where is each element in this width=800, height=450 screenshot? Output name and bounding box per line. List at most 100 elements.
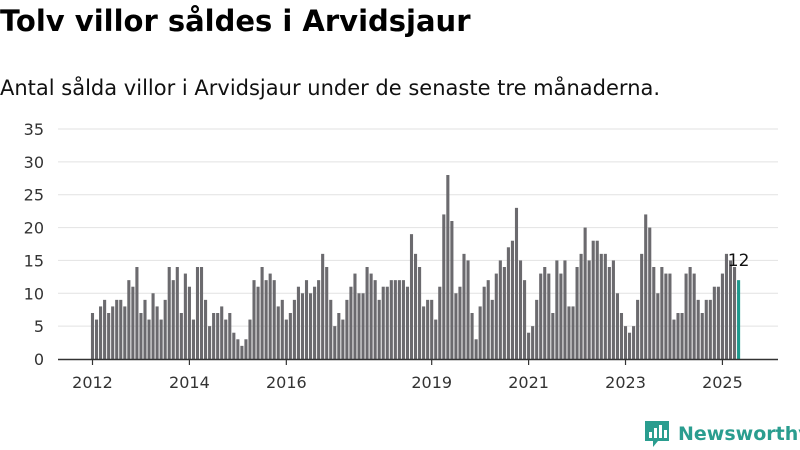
x-tick-label: 2019 [411, 373, 452, 392]
bar [195, 267, 200, 359]
bar [559, 273, 563, 359]
bar [478, 306, 482, 359]
bar [422, 306, 426, 359]
bar [397, 280, 401, 359]
bar [680, 313, 684, 359]
bar [159, 319, 163, 359]
x-tick-label: 2014 [169, 373, 210, 392]
bar [212, 313, 216, 359]
bar [248, 319, 252, 359]
bar [652, 267, 656, 359]
bar [224, 319, 228, 359]
bar [199, 267, 204, 359]
bar [672, 319, 676, 359]
bar [272, 280, 276, 359]
y-tick-label: 15 [24, 251, 44, 270]
bar [357, 293, 361, 359]
bar [111, 306, 115, 359]
bar [309, 293, 313, 359]
y-tick-label: 35 [24, 120, 44, 139]
bar [349, 286, 353, 359]
bar [567, 306, 571, 359]
bar [135, 267, 139, 359]
bar [155, 306, 159, 359]
bar [300, 293, 305, 359]
bar [284, 319, 288, 359]
bar [506, 247, 510, 359]
bar [228, 313, 232, 359]
bar [470, 313, 474, 359]
bar [151, 293, 155, 359]
bar [583, 227, 587, 359]
bar [385, 286, 389, 359]
bar [595, 240, 599, 359]
bar [377, 299, 381, 359]
y-tick-label: 10 [24, 284, 44, 303]
bar [555, 260, 559, 359]
bar [696, 299, 700, 359]
bar [628, 332, 632, 359]
bar [716, 286, 720, 359]
bar [175, 267, 179, 359]
bar [619, 313, 624, 359]
bar [712, 286, 716, 359]
bar [700, 313, 704, 359]
bar [728, 260, 733, 359]
bar [163, 299, 167, 359]
bar [438, 286, 442, 359]
bar [523, 280, 527, 359]
bar [187, 286, 191, 359]
bar [381, 286, 385, 359]
bar [446, 175, 450, 359]
bar [232, 332, 236, 359]
bar [329, 299, 333, 359]
bar [90, 313, 95, 359]
bar [615, 293, 619, 359]
bar [333, 326, 337, 359]
bar [94, 319, 99, 359]
bar [220, 306, 224, 359]
bar [365, 267, 369, 359]
bar [288, 313, 292, 359]
bar [636, 299, 640, 359]
bar [103, 299, 107, 359]
y-tick-label: 0 [34, 350, 44, 369]
bar [547, 273, 551, 359]
bar [389, 280, 393, 359]
bar [599, 253, 603, 359]
bar [131, 286, 135, 359]
bar [304, 280, 309, 359]
bar [179, 313, 183, 359]
bar [640, 253, 644, 359]
bar [434, 319, 438, 359]
bar [490, 299, 494, 359]
bar [373, 280, 377, 359]
bar [607, 267, 611, 359]
brand-name: Newsworthy [678, 423, 800, 445]
bar [393, 280, 397, 359]
bar [325, 267, 329, 359]
bar [502, 267, 506, 359]
bar [587, 260, 591, 359]
y-tick-label: 5 [34, 317, 44, 336]
x-tick-label: 2025 [702, 373, 743, 392]
bar [361, 293, 365, 359]
bar [418, 267, 422, 359]
bar [426, 299, 430, 359]
bar-highlight [737, 280, 741, 359]
bar [720, 273, 724, 359]
bar [167, 267, 171, 359]
x-tick-label: 2012 [72, 373, 113, 392]
chart-title: Tolv villor såldes i Arvidsjaur [0, 4, 471, 38]
y-tick-label: 25 [24, 186, 44, 205]
bar [405, 286, 410, 359]
bar [296, 286, 300, 359]
bar [514, 207, 519, 359]
bar [518, 260, 523, 359]
newsworthy-brand[interactable]: Newsworthy [644, 420, 800, 448]
highlight-value-label: 12 [728, 251, 750, 271]
y-tick-label: 30 [24, 153, 44, 172]
bar [119, 299, 123, 359]
bar [341, 319, 345, 359]
bar [676, 313, 680, 359]
